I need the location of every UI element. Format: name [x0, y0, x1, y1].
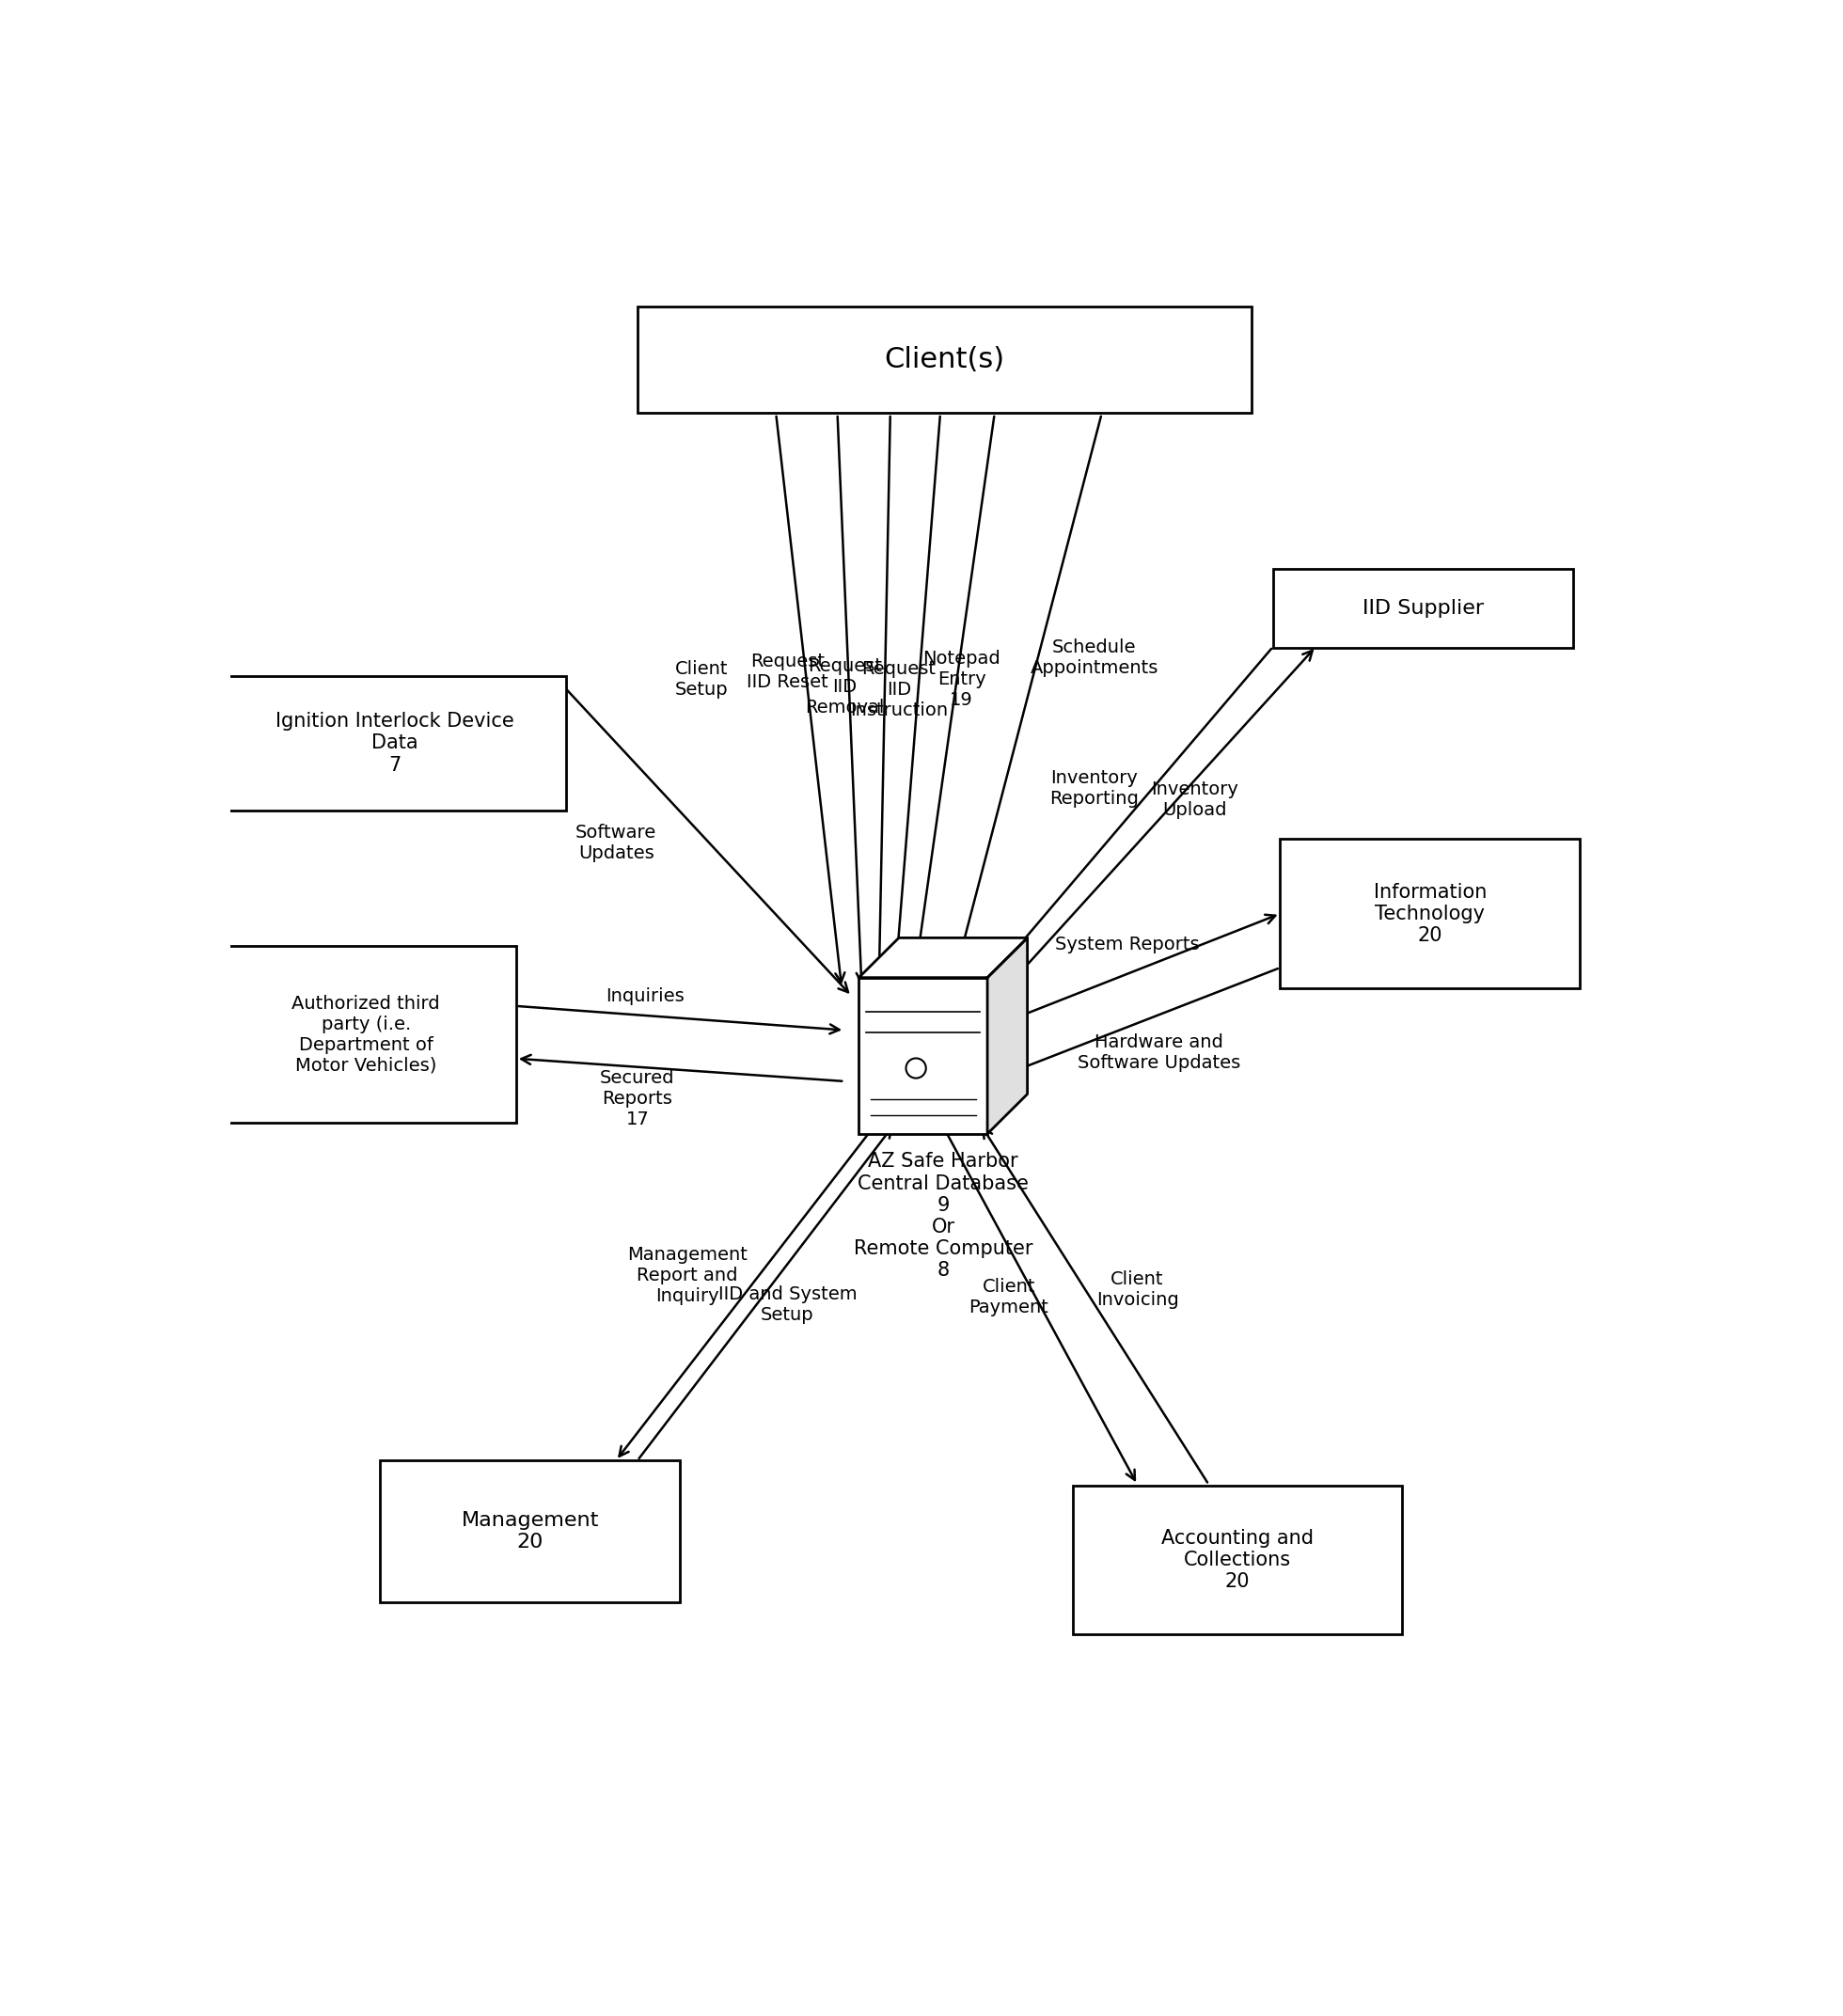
Text: Client(s): Client(s): [885, 347, 1004, 373]
Text: Client
Setup: Client Setup: [675, 659, 728, 700]
Text: Management
20: Management 20: [461, 1512, 599, 1552]
Text: System Reports: System Reports: [1056, 935, 1200, 954]
Text: Secured
Reports
17: Secured Reports 17: [601, 1068, 675, 1127]
FancyBboxPatch shape: [859, 978, 988, 1133]
Text: Schedule
Appointments: Schedule Appointments: [1030, 639, 1159, 677]
Text: Request
IID
Removal: Request IID Removal: [805, 657, 885, 716]
Text: Request
IID Reset: Request IID Reset: [746, 653, 828, 691]
Text: Software
Updates: Software Updates: [575, 823, 656, 863]
FancyBboxPatch shape: [638, 306, 1251, 413]
Polygon shape: [988, 937, 1027, 1133]
Text: Management
Report and
Inquiry: Management Report and Inquiry: [627, 1246, 748, 1306]
FancyBboxPatch shape: [223, 675, 566, 810]
Text: Accounting and
Collections
20: Accounting and Collections 20: [1161, 1528, 1314, 1591]
Text: Authorized third
party (i.e.
Department of
Motor Vehicles): Authorized third party (i.e. Department …: [291, 994, 440, 1075]
Text: Notepad
Entry
19: Notepad Entry 19: [923, 649, 1001, 710]
FancyBboxPatch shape: [380, 1460, 680, 1603]
Text: Inquiries: Inquiries: [605, 988, 684, 1006]
Text: Inventory
Reporting: Inventory Reporting: [1051, 770, 1139, 808]
Text: Information
Technology
20: Information Technology 20: [1373, 883, 1487, 946]
Polygon shape: [859, 937, 1027, 978]
Text: IID Supplier: IID Supplier: [1362, 599, 1484, 617]
Text: Request
IID
Instruction: Request IID Instruction: [850, 659, 947, 720]
Text: Hardware and
Software Updates: Hardware and Software Updates: [1078, 1034, 1240, 1073]
Text: Inventory
Upload: Inventory Upload: [1150, 780, 1238, 818]
FancyBboxPatch shape: [1281, 839, 1579, 988]
FancyBboxPatch shape: [216, 946, 516, 1123]
Text: AZ Safe Harbor
Central Database
9
Or
Remote Computer
8: AZ Safe Harbor Central Database 9 Or Rem…: [853, 1153, 1032, 1280]
Text: Client
Payment: Client Payment: [969, 1278, 1049, 1316]
FancyBboxPatch shape: [1073, 1486, 1401, 1635]
FancyBboxPatch shape: [1274, 569, 1574, 647]
Text: IID and System
Setup: IID and System Setup: [719, 1284, 857, 1325]
Text: Ignition Interlock Device
Data
7: Ignition Interlock Device Data 7: [275, 712, 514, 774]
Text: Client
Invoicing: Client Invoicing: [1097, 1270, 1180, 1308]
